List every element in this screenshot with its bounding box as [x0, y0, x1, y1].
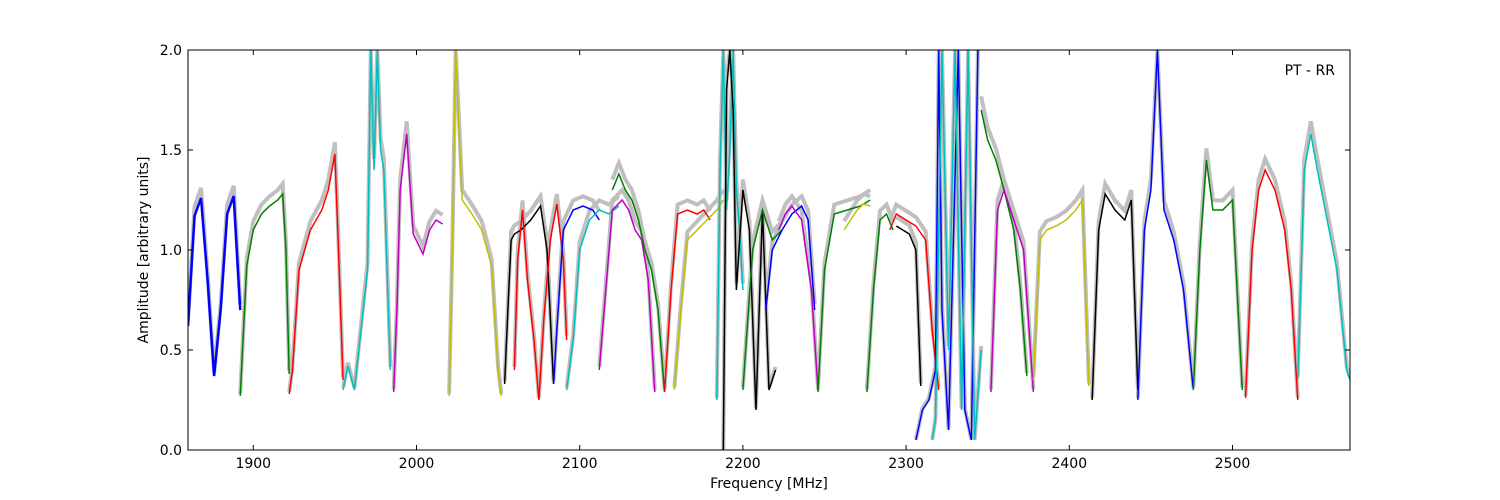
series-line — [392, 133, 443, 393]
reference-line — [864, 201, 895, 390]
reference-line — [610, 157, 667, 390]
reference-line — [597, 186, 657, 390]
reference-line — [1090, 178, 1140, 399]
annotation-label: PT - RR — [1285, 63, 1336, 79]
series-line — [742, 207, 783, 391]
series-line — [552, 205, 600, 385]
reference-line — [1191, 148, 1245, 388]
series-line — [716, 50, 744, 401]
series-line — [1137, 50, 1195, 401]
reference-line — [391, 121, 444, 390]
series-line — [513, 203, 568, 401]
x-axis-label: Frequency [MHz] — [710, 476, 828, 492]
series-line — [239, 192, 290, 397]
series-line — [990, 187, 1035, 393]
reference-line — [887, 201, 941, 388]
x-tick-label: 2000 — [399, 456, 435, 472]
series-line — [895, 225, 922, 387]
series-line — [843, 203, 871, 231]
y-axis-label: Amplitude [arbitrary units] — [136, 157, 152, 344]
y-tick-label: 0.0 — [160, 443, 182, 459]
y-tick-label: 0.5 — [160, 343, 182, 359]
series-line — [448, 50, 503, 397]
series-line — [1032, 197, 1090, 387]
reference-line — [1031, 183, 1091, 384]
series-line — [1244, 168, 1299, 401]
plot-frame — [187, 49, 1351, 451]
plot-area — [188, 50, 1350, 450]
series-line — [188, 195, 242, 377]
y-tick-label: 2.0 — [160, 43, 182, 59]
reference-line — [238, 178, 292, 394]
x-tick-label: 1900 — [235, 456, 271, 472]
series-line — [764, 204, 816, 311]
reference-line — [842, 191, 871, 223]
reference-line — [763, 192, 817, 305]
series-line — [1091, 191, 1139, 401]
series-line — [673, 199, 724, 391]
x-axis: 1900 2000 2100 2200 2300 2400 2500 — [235, 50, 1250, 472]
series-line — [1297, 133, 1350, 381]
x-tick-label: 2100 — [562, 456, 598, 472]
series-line — [778, 204, 819, 391]
series-line — [1192, 159, 1244, 391]
series-line — [598, 198, 656, 393]
series-line — [931, 50, 982, 441]
y-axis: 0.0 0.5 1.0 1.5 2.0 — [160, 43, 1350, 459]
reference-line — [1135, 50, 1196, 399]
series-line — [889, 212, 940, 391]
x-tick-label: 2300 — [888, 456, 924, 472]
series-line — [663, 208, 711, 393]
series-line — [611, 172, 666, 393]
series-line — [722, 50, 777, 450]
series-line — [288, 153, 344, 395]
series-line — [980, 109, 1028, 377]
reference-line — [447, 50, 504, 395]
x-tick-label: 2400 — [1051, 456, 1087, 472]
y-tick-label: 1.5 — [160, 143, 182, 159]
series-line — [866, 212, 894, 393]
x-tick-label: 2200 — [725, 456, 761, 472]
series-line — [342, 50, 392, 391]
x-tick-label: 2500 — [1215, 456, 1251, 472]
series-line — [565, 205, 620, 391]
series-line — [915, 50, 979, 441]
reference-line — [341, 50, 393, 389]
y-tick-label: 1.0 — [160, 243, 182, 259]
reference-line — [287, 141, 346, 393]
